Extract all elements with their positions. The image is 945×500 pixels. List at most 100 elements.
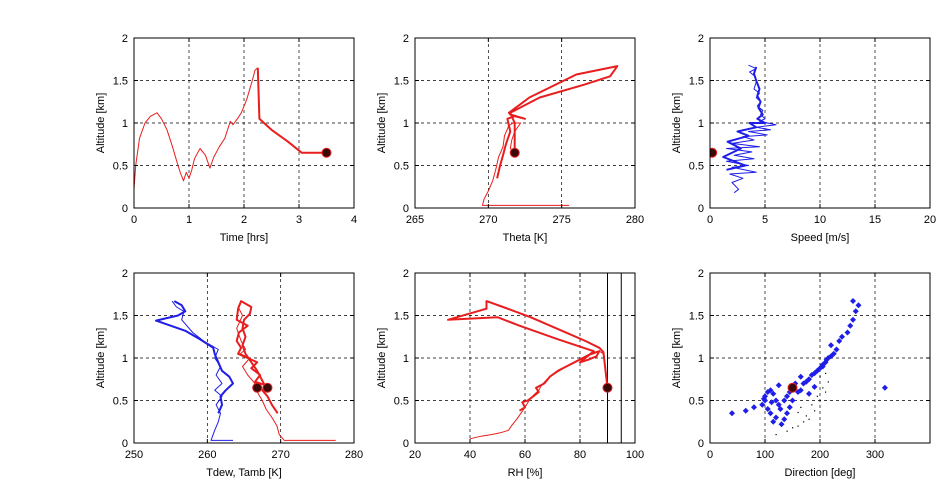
scatter-point — [786, 430, 788, 432]
x-tick-label: 60 — [519, 449, 531, 461]
y-tick-label: 1 — [698, 118, 704, 130]
y-tick-label: 2 — [698, 268, 704, 280]
chart-panel-1: 0 1 2 3 4 0 0.5 1 1.5 2 Time [hrs] Altitude [km] — [95, 33, 357, 244]
series-line-2 — [496, 65, 619, 179]
series-line-2 — [235, 300, 279, 414]
x-tick-label: 0 — [131, 214, 137, 226]
x-tick-label: 4 — [351, 214, 357, 226]
scatter-point — [806, 376, 812, 383]
x-tick-label: 200 — [811, 449, 829, 461]
position-marker — [262, 382, 273, 393]
y-tick-label: 0 — [403, 203, 409, 215]
x-tick-label: 3 — [296, 214, 302, 226]
scatter-point — [811, 404, 813, 406]
chart-panel-2: 265 270 275 280 0 0.5 1 1.5 2 Theta [K] Altitude [… — [376, 33, 644, 244]
x-tick-label: 0 — [707, 214, 713, 226]
chart-panel-5: 20 40 60 80 100 0 0.5 1 1.5 2 RH [%] Altitude [km] — [376, 268, 644, 479]
data-layer — [134, 67, 332, 190]
scatter-point — [808, 418, 810, 420]
x-tick-label: 100 — [756, 449, 774, 461]
scatter-point — [742, 407, 749, 414]
y-axis-label: Altitude [km] — [671, 328, 683, 389]
chart-panel-4: 250 260 270 280 0 0.5 1 1.5 2 Tdew, Tamb [K] Altit… — [95, 268, 363, 479]
x-tick-label: 1 — [186, 214, 192, 226]
y-tick-label: 0 — [698, 438, 704, 450]
y-tick-label: 2 — [122, 33, 128, 45]
x-tick-label: 100 — [626, 449, 644, 461]
scatter-point — [778, 421, 785, 428]
scatter-point — [751, 404, 757, 411]
scatter-point — [792, 427, 794, 429]
scatter-point — [786, 404, 793, 411]
scatter-point — [797, 387, 804, 394]
x-tick-label: 270 — [271, 449, 289, 461]
scatter-point — [830, 350, 837, 357]
scatter-point — [797, 373, 804, 380]
scatter-point — [767, 387, 774, 394]
y-tick-label: 0 — [122, 203, 128, 215]
scatter-point — [764, 406, 771, 412]
x-tick-label: 250 — [125, 449, 143, 461]
y-tick-label: 0.5 — [689, 161, 704, 173]
scatter-point — [800, 406, 802, 408]
data-layer — [482, 65, 619, 206]
scatter-point — [729, 410, 735, 417]
scatter-point — [833, 346, 840, 353]
x-axis-label: Direction [deg] — [785, 467, 856, 479]
scatter-point — [814, 410, 816, 412]
x-tick-label: 20 — [924, 214, 936, 226]
scatter-point — [759, 401, 766, 408]
scatter-point — [819, 361, 826, 368]
scatter-point — [822, 387, 824, 389]
scatter-point — [775, 434, 777, 436]
series-line-1 — [236, 300, 336, 441]
position-marker — [252, 382, 263, 393]
x-tick-label: 15 — [869, 214, 881, 226]
x-tick-label: 260 — [198, 449, 216, 461]
scatter-point — [770, 418, 777, 425]
y-tick-label: 2 — [122, 268, 128, 280]
x-tick-label: 280 — [626, 214, 644, 226]
scatter-point — [816, 395, 818, 397]
y-tick-label: 0.5 — [689, 396, 704, 408]
y-tick-label: 0 — [403, 438, 409, 450]
position-marker — [509, 147, 520, 158]
y-tick-label: 1 — [122, 353, 128, 365]
x-tick-label: 20 — [409, 449, 421, 461]
series-line-2 — [722, 66, 766, 171]
y-tick-label: 0 — [698, 203, 704, 215]
scatter-point — [827, 381, 829, 383]
x-axis-label: Time [hrs] — [220, 232, 269, 244]
scatter-point — [784, 410, 790, 417]
x-tick-label: 40 — [464, 449, 476, 461]
scatter-point — [777, 406, 784, 412]
y-tick-label: 1.5 — [394, 311, 409, 323]
position-marker — [602, 382, 613, 393]
y-tick-label: 2 — [403, 33, 409, 45]
position-marker — [787, 382, 798, 393]
y-tick-label: 1.5 — [689, 76, 704, 88]
y-tick-label: 0.5 — [113, 161, 128, 173]
scatter-point — [760, 395, 767, 402]
data-layer — [710, 64, 777, 194]
scatter-point — [773, 397, 779, 404]
y-tick-label: 1.5 — [394, 76, 409, 88]
scatter-point — [773, 414, 779, 421]
y-axis-label: Altitude [km] — [95, 328, 107, 389]
x-tick-label: 270 — [479, 214, 497, 226]
scatter-point — [819, 400, 821, 402]
y-tick-label: 0 — [122, 438, 128, 450]
x-tick-label: 80 — [574, 449, 586, 461]
series-line-1 — [134, 67, 259, 190]
scatter-point — [855, 302, 862, 309]
y-tick-label: 1 — [403, 353, 409, 365]
series-line-2 — [256, 67, 327, 154]
x-tick-label: 10 — [814, 214, 826, 226]
scatter-point — [781, 416, 788, 423]
x-axis-label: RH [%] — [508, 467, 543, 479]
scatter-point — [803, 421, 805, 423]
scatter-point — [811, 383, 818, 390]
scatter-point — [839, 333, 845, 340]
chart-panel-3: 0 5 10 15 20 0 0.5 1 1.5 2 Speed [m/s] Altitude [km… — [671, 33, 936, 244]
